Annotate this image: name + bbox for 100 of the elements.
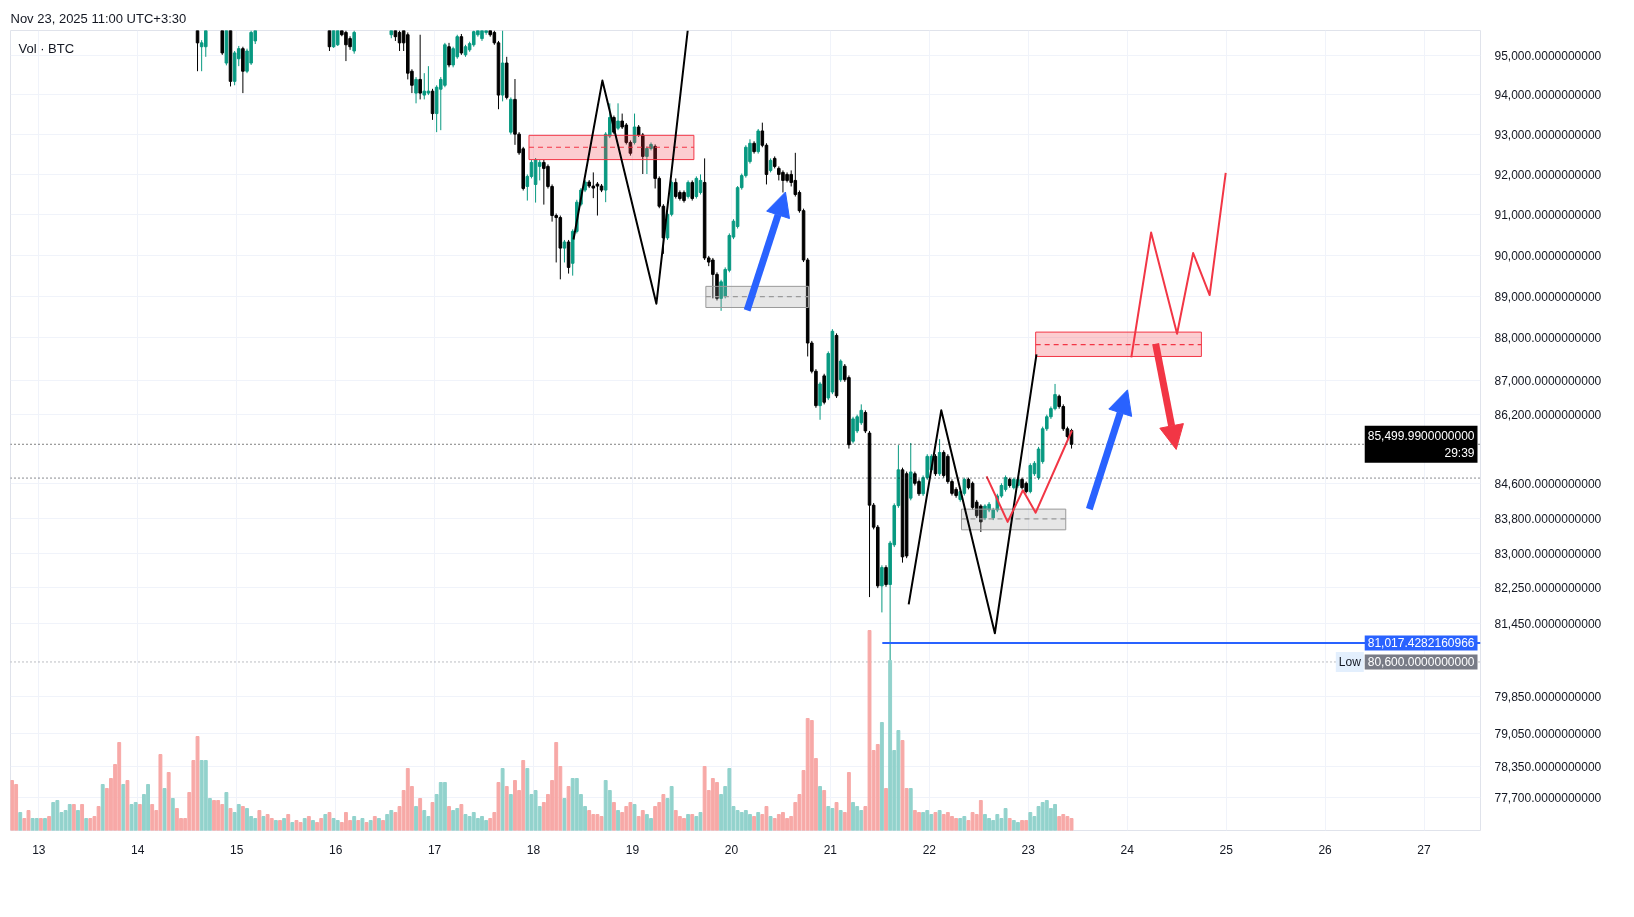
bar bbox=[55, 800, 60, 831]
bar bbox=[702, 766, 707, 831]
candlestick bbox=[851, 416, 855, 444]
candlestick bbox=[542, 159, 546, 206]
bar bbox=[834, 802, 839, 831]
x-tick-label: 14 bbox=[131, 842, 145, 857]
bar bbox=[496, 782, 501, 831]
bar bbox=[566, 786, 571, 831]
bar bbox=[743, 810, 748, 831]
bar bbox=[970, 812, 975, 831]
candlestick bbox=[220, 30, 225, 56]
bar bbox=[298, 822, 303, 831]
y-tick-label: 79,850.0000000000 bbox=[1494, 689, 1602, 704]
bar bbox=[80, 804, 85, 831]
bar bbox=[644, 814, 649, 831]
bar bbox=[983, 814, 987, 831]
x-tick-label: 24 bbox=[1120, 842, 1135, 857]
bar bbox=[26, 810, 31, 831]
bar bbox=[385, 814, 390, 831]
bar bbox=[513, 780, 517, 831]
bar bbox=[562, 798, 567, 831]
bar bbox=[888, 660, 893, 831]
y-tick-label: 89,000.0000000000 bbox=[1494, 289, 1602, 304]
candlestick bbox=[241, 46, 245, 94]
bar bbox=[669, 786, 674, 831]
y-tick-label: 91,000.0000000000 bbox=[1494, 207, 1602, 222]
bar bbox=[673, 810, 678, 831]
bar bbox=[84, 818, 89, 831]
bar bbox=[1061, 814, 1066, 831]
bar bbox=[1057, 816, 1062, 831]
bar bbox=[896, 730, 901, 831]
bar bbox=[921, 812, 926, 831]
bar bbox=[414, 806, 418, 831]
bar bbox=[884, 788, 888, 831]
bar bbox=[859, 810, 864, 831]
bar bbox=[599, 816, 604, 831]
bar bbox=[195, 736, 200, 831]
bar bbox=[595, 814, 600, 831]
bar bbox=[302, 818, 307, 831]
bar bbox=[459, 804, 464, 831]
candlestick bbox=[979, 503, 983, 533]
candlestick bbox=[537, 159, 542, 181]
bar bbox=[14, 784, 19, 831]
bar bbox=[698, 812, 703, 831]
bar bbox=[822, 790, 827, 831]
bar bbox=[867, 630, 872, 831]
y-tick-label: 94,000.0000000000 bbox=[1494, 88, 1602, 103]
bar bbox=[125, 780, 130, 831]
bar bbox=[805, 718, 810, 831]
bar bbox=[146, 784, 150, 831]
bar bbox=[739, 812, 744, 831]
candlestick bbox=[447, 42, 451, 68]
bar bbox=[117, 742, 122, 831]
bar bbox=[442, 782, 447, 831]
bar bbox=[430, 802, 435, 831]
bar bbox=[500, 768, 505, 831]
bar bbox=[1053, 804, 1057, 831]
bar bbox=[51, 802, 56, 831]
y-tick-label: 84,600.0000000000 bbox=[1494, 476, 1602, 491]
bar bbox=[830, 808, 835, 831]
y-tick-label: 87,000.0000000000 bbox=[1494, 373, 1602, 388]
bar bbox=[508, 794, 513, 831]
bar bbox=[748, 814, 752, 831]
bar bbox=[682, 818, 686, 831]
y-tick-label: 79,050.0000000000 bbox=[1494, 727, 1602, 742]
bar bbox=[962, 816, 967, 831]
bar bbox=[422, 810, 427, 831]
y-tick-label: 86,200.0000000000 bbox=[1494, 407, 1602, 422]
bar bbox=[368, 820, 373, 831]
bar bbox=[137, 804, 142, 831]
bar bbox=[846, 772, 851, 831]
candlestick bbox=[414, 76, 418, 104]
bar bbox=[71, 804, 76, 831]
bar bbox=[616, 810, 620, 831]
candlestick bbox=[673, 177, 678, 200]
candlestick bbox=[484, 30, 488, 36]
bar bbox=[809, 720, 814, 831]
bar bbox=[855, 806, 860, 831]
bar bbox=[352, 816, 357, 831]
bar bbox=[447, 806, 451, 831]
bar bbox=[216, 800, 221, 831]
line-series bbox=[572, 30, 689, 305]
y-tick-label: 92,000.0000000000 bbox=[1494, 167, 1602, 182]
bar bbox=[1024, 820, 1029, 831]
bar bbox=[261, 816, 266, 831]
bar bbox=[925, 810, 930, 831]
bar bbox=[752, 816, 757, 831]
x-tick-label: 20 bbox=[724, 842, 739, 857]
bar bbox=[121, 784, 126, 831]
bar bbox=[273, 820, 278, 831]
bar bbox=[389, 810, 394, 831]
bar bbox=[212, 800, 216, 831]
bar bbox=[76, 810, 80, 831]
bar bbox=[912, 810, 917, 831]
bar bbox=[570, 778, 575, 831]
x-tick-label: 26 bbox=[1318, 842, 1333, 857]
y-tick-label: 95,000.0000000000 bbox=[1494, 49, 1602, 64]
bar bbox=[88, 818, 93, 831]
y-tick-label: 82,250.0000000000 bbox=[1494, 580, 1602, 595]
bar bbox=[640, 810, 645, 831]
